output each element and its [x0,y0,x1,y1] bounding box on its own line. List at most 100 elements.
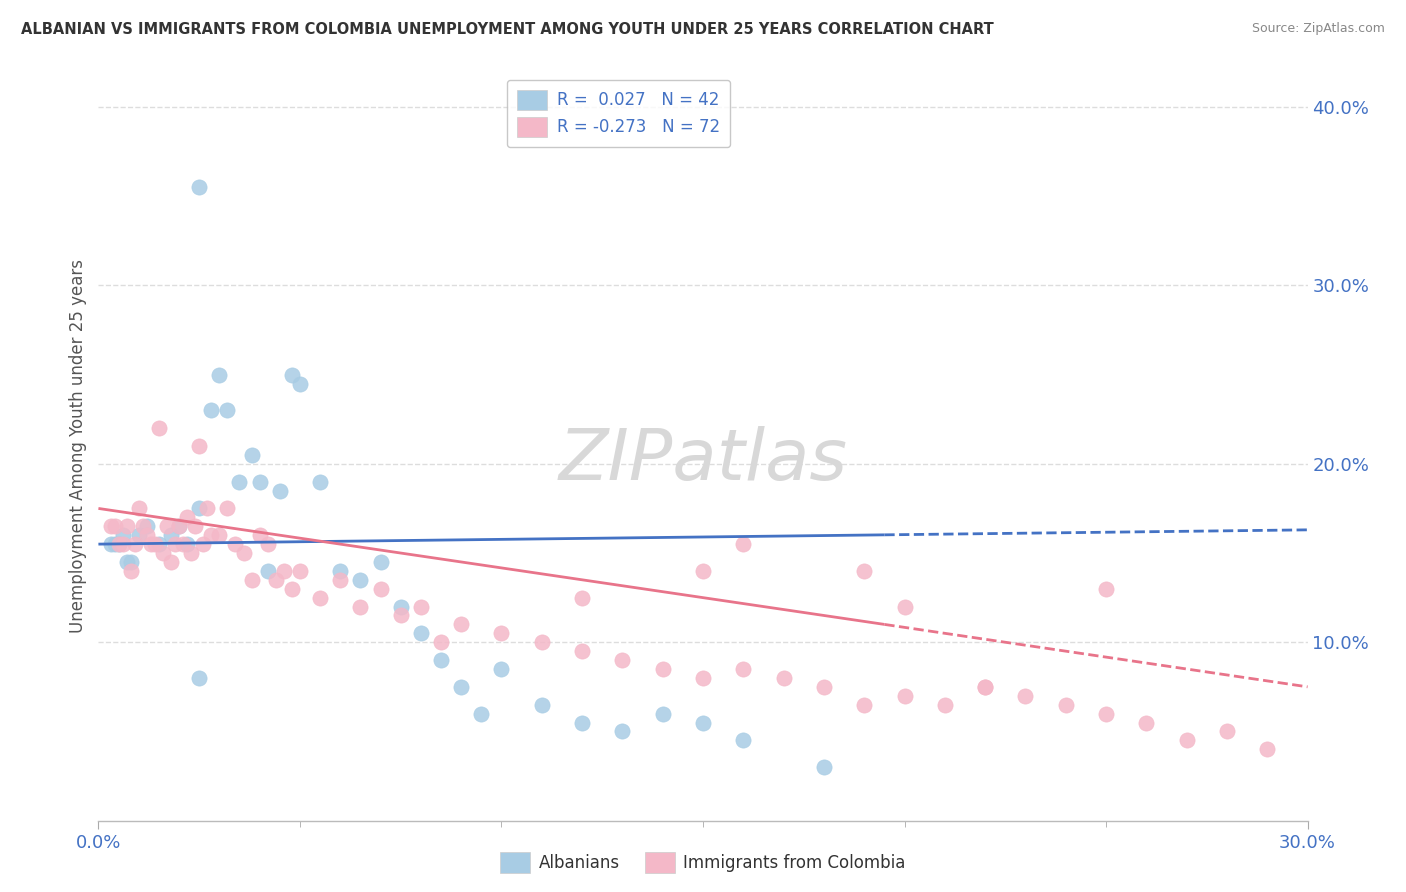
Point [208,368,231,382]
Point [156,519,179,533]
Point [309,475,332,489]
Point [120,555,142,569]
Point [692,715,714,730]
Point [813,680,835,694]
Point [853,698,876,712]
Point [269,483,291,498]
Point [128,501,150,516]
Point [974,680,997,694]
Point [135,519,157,533]
Point [934,698,956,712]
Point [120,564,142,578]
Point [115,519,138,533]
Point [200,528,222,542]
Point [1256,742,1278,756]
Point [176,510,198,524]
Point [281,368,304,382]
Point [103,537,125,551]
Point [188,671,211,685]
Point [176,537,198,551]
Point [692,564,714,578]
Point [491,626,513,640]
Point [893,689,915,703]
Point [148,421,170,435]
Point [288,564,311,578]
Point [370,582,392,596]
Point [100,537,122,551]
Point [256,537,278,551]
Point [249,475,271,489]
Point [256,564,278,578]
Point [450,680,472,694]
Point [692,671,714,685]
Point [100,519,122,533]
Point [228,475,250,489]
Point [208,528,231,542]
Point [124,537,146,551]
Legend: Albanians, Immigrants from Colombia: Albanians, Immigrants from Colombia [494,846,912,880]
Text: ZIPatlas: ZIPatlas [558,426,848,495]
Text: ALBANIAN VS IMMIGRANTS FROM COLOMBIA UNEMPLOYMENT AMONG YOUTH UNDER 25 YEARS COR: ALBANIAN VS IMMIGRANTS FROM COLOMBIA UNE… [21,22,994,37]
Point [733,662,755,676]
Point [264,573,287,587]
Legend: R =  0.027   N = 42, R = -0.273   N = 72: R = 0.027 N = 42, R = -0.273 N = 72 [506,79,730,147]
Text: Source: ZipAtlas.com: Source: ZipAtlas.com [1251,22,1385,36]
Point [240,573,263,587]
Point [349,573,371,587]
Point [974,680,997,694]
Point [733,537,755,551]
Point [288,376,311,391]
Point [139,537,162,551]
Point [470,706,492,721]
Point [152,546,174,560]
Point [612,724,634,739]
Point [1095,582,1118,596]
Point [612,653,634,667]
Point [240,448,263,462]
Point [530,635,553,649]
Point [1054,698,1077,712]
Point [571,591,593,605]
Point [571,644,593,658]
Point [389,608,412,623]
Point [389,599,412,614]
Point [1216,724,1239,739]
Point [111,537,134,551]
Point [651,706,673,721]
Point [1135,715,1157,730]
Point [172,537,194,551]
Point [772,671,794,685]
Point [163,537,186,551]
Point [132,519,155,533]
Point [143,537,166,551]
Point [115,555,138,569]
Point [135,528,157,542]
Point [450,617,472,632]
Point [193,537,215,551]
Point [188,180,211,194]
Point [733,733,755,747]
Point [224,537,246,551]
Point [893,599,915,614]
Y-axis label: Unemployment Among Youth under 25 years: Unemployment Among Youth under 25 years [69,259,87,633]
Point [167,519,190,533]
Point [491,662,513,676]
Point [409,626,432,640]
Point [281,582,304,596]
Point [530,698,553,712]
Point [107,537,129,551]
Point [200,403,222,417]
Point [329,573,352,587]
Point [571,715,593,730]
Point [217,403,239,417]
Point [217,501,239,516]
Point [329,564,352,578]
Point [651,662,673,676]
Point [409,599,432,614]
Point [128,528,150,542]
Point [349,599,371,614]
Point [249,528,271,542]
Point [1175,733,1198,747]
Point [111,528,134,542]
Point [195,501,218,516]
